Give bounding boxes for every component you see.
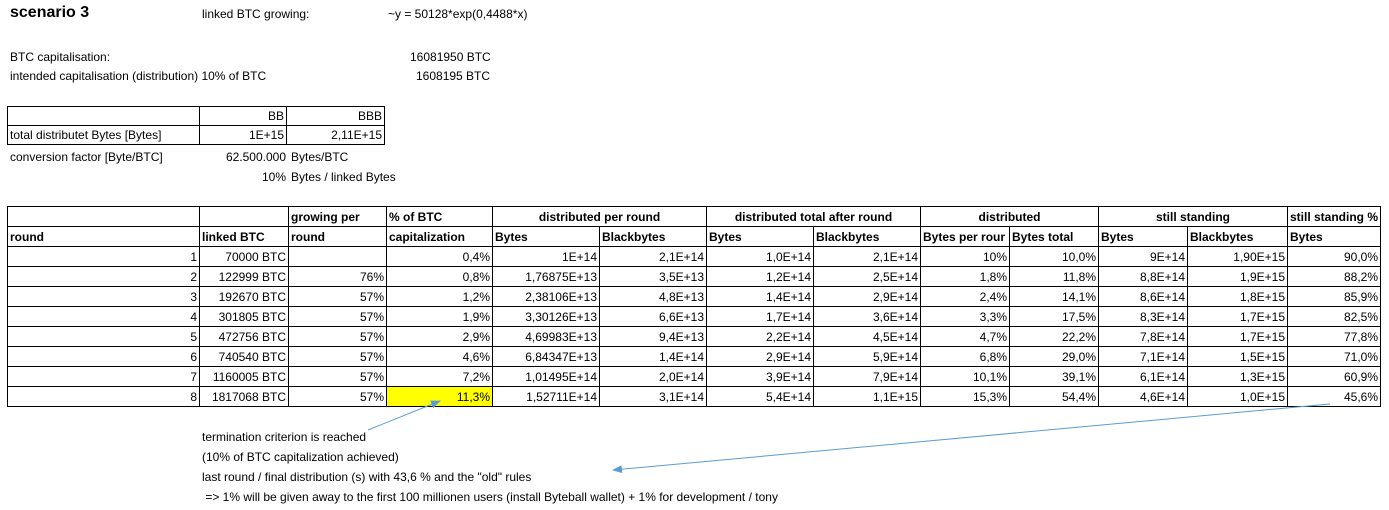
cell-linked-btc: 472756 BTC: [199, 326, 289, 347]
cell-ss-bytes: 4,6E+14: [1098, 386, 1188, 407]
cell-ss-blackbytes: 1,90E+15: [1187, 246, 1288, 267]
header-bytes-total: Bytes total: [1009, 226, 1099, 247]
header-pct-of-btc: % of BTC: [386, 206, 493, 227]
cell-bytes-total: 54,4%: [1009, 386, 1099, 407]
table-header-top: growing per % of BTC distributed per rou…: [7, 206, 1382, 227]
cell-dpr-bytes: 1,52711E+14: [492, 386, 600, 407]
cell-ss-pct: 88,2%: [1286, 266, 1382, 287]
cell-linked-btc: 301805 BTC: [199, 306, 289, 327]
arrow-to-note: [612, 403, 1331, 474]
cell-pct-btc: 4,6%: [386, 346, 493, 367]
cell-dt-bytes: 1,2E+14: [706, 266, 814, 287]
table-row: 1 70000 BTC 0,4% 1E+14 2,1E+14 1,0E+14 2,1E+14…: [7, 246, 1382, 267]
cell-growing: 57%: [288, 326, 387, 347]
cell-dpr-blackbytes: 3,1E+14: [599, 386, 707, 407]
cell-linked-btc: 192670 BTC: [199, 286, 289, 307]
rounds-table: growing per % of BTC distributed per rou…: [7, 206, 1382, 407]
cell-dpr-bytes: 3,30126E+13: [492, 306, 600, 327]
cell-dpr-blackbytes: 2,1E+14: [599, 246, 707, 267]
cell-ss-bytes: 8,6E+14: [1098, 286, 1188, 307]
linked-bytes-unit: Bytes / linked Bytes: [291, 170, 396, 184]
arrow-to-highlight: [367, 400, 441, 431]
cell-dpr-bytes: 1,01495E+14: [492, 366, 600, 387]
header-growing-per: growing per: [288, 206, 387, 227]
scenario-title: scenario 3: [10, 4, 90, 21]
table-row: 6 740540 BTC 57% 4,6% 6,84347E+13 1,4E+14 2,9E…: [7, 346, 1382, 367]
cell-dpr-bytes: 6,84347E+13: [492, 346, 600, 367]
growth-formula: ~y = 50128*exp(0,4488*x): [388, 7, 528, 21]
note-last-round: last round / final distribution (s) with…: [202, 470, 532, 484]
cell-pct-btc: 11,3%: [386, 386, 493, 407]
cell-ss-blackbytes: 1,3E+15: [1187, 366, 1288, 387]
cell-dt-bytes: 2,9E+14: [706, 346, 814, 367]
cell-linked-btc: 1160005 BTC: [199, 366, 289, 387]
cell-ss-pct: 82,5%: [1286, 306, 1382, 327]
note-achieved: (10% of BTC capitalization achieved): [202, 450, 399, 464]
conversion-factor-label: conversion factor [Byte/BTC]: [10, 150, 163, 164]
cell-linked-btc: 70000 BTC: [199, 246, 289, 267]
cell-growing: 57%: [288, 386, 387, 407]
cell-bytes-per-round: 4,7%: [920, 326, 1010, 347]
cell-ss-pct: 45,6%: [1286, 386, 1382, 407]
table-row: 2 122999 BTC 76% 0,8% 1,76875E+13 3,5E+13 1,2E…: [7, 266, 1382, 287]
cell-bytes-per-round: 15,3%: [920, 386, 1010, 407]
bytes-distribution-table: BB BBB total distributet Bytes [Bytes] 1…: [7, 106, 385, 145]
header-still-standing: still standing: [1098, 206, 1288, 227]
bytes-table-bb-value: 1E+15: [199, 125, 287, 145]
btc-capitalisation-label: BTC capitalisation:: [10, 50, 111, 64]
cell-bytes-total: 29,0%: [1009, 346, 1099, 367]
cell-ss-bytes: 7,8E+14: [1098, 326, 1188, 347]
linked-bytes-pct: 10%: [261, 170, 286, 184]
header-dpr-blackbytes: Blackbytes: [599, 226, 707, 247]
bytes-table-bbb-value: 2,11E+15: [286, 125, 385, 145]
table-row: 5 472756 BTC 57% 2,9% 4,69983E+13 9,4E+13 2,2E…: [7, 326, 1382, 347]
cell-dt-bytes: 1,7E+14: [706, 306, 814, 327]
cell-dt-blackbytes: 1,1E+15: [813, 386, 921, 407]
cell-linked-btc: 1817068 BTC: [199, 386, 289, 407]
cell-dt-bytes: 5,4E+14: [706, 386, 814, 407]
linked-btc-label: linked BTC growing:: [202, 7, 310, 21]
cell-linked-btc: 122999 BTC: [199, 266, 289, 287]
cell-dpr-blackbytes: 4,8E+13: [599, 286, 707, 307]
cell-dt-bytes: 1,0E+14: [706, 246, 814, 267]
header-still-standing-pct: still standing %: [1286, 206, 1382, 227]
note-give-away: => 1% will be given away to the first 10…: [202, 490, 778, 504]
header-distributed-total: distributed total after round: [706, 206, 921, 227]
cell-ss-bytes: 8,8E+14: [1098, 266, 1188, 287]
note-termination: termination criterion is reached: [202, 430, 367, 444]
intended-capitalisation-label: intended capitalisation (distribution) 1…: [10, 69, 267, 83]
table-body: 1 70000 BTC 0,4% 1E+14 2,1E+14 1,0E+14 2,1E+14…: [7, 246, 1382, 407]
table-row: 8 1817068 BTC 57% 11,3% 1,52711E+14 3,1E+14 5,…: [7, 386, 1382, 407]
header-capitalization: capitalization: [386, 226, 493, 247]
header-distributed-per-round: distributed per round: [492, 206, 707, 227]
cell-bytes-per-round: 10%: [920, 246, 1010, 267]
btc-capitalisation-value: 16081950 BTC: [410, 50, 491, 64]
conversion-factor-value: 62.500.000: [225, 150, 286, 164]
cell-dt-blackbytes: 5,9E+14: [813, 346, 921, 367]
cell-growing: 57%: [288, 286, 387, 307]
conversion-factor-unit: Bytes/BTC: [291, 150, 349, 164]
intended-capitalisation-value: 1608195 BTC: [416, 69, 491, 83]
